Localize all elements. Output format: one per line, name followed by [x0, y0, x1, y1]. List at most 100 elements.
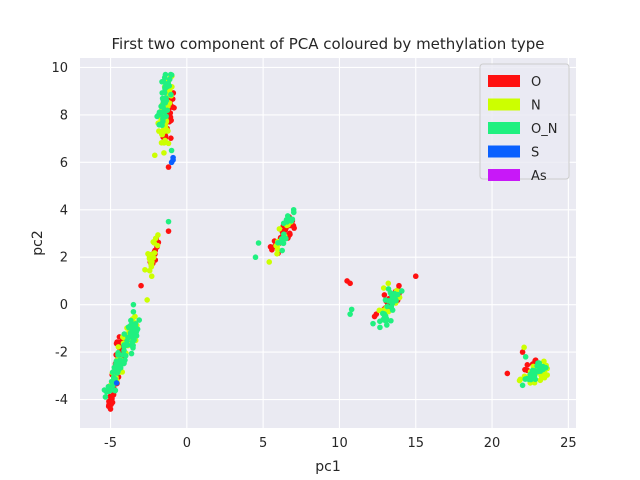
x-axis-label: pc1	[315, 459, 341, 475]
data-point	[377, 318, 383, 325]
data-point	[412, 273, 419, 280]
data-point	[144, 297, 150, 303]
data-point	[290, 206, 297, 213]
data-point	[161, 150, 167, 156]
data-point	[133, 333, 140, 339]
data-point	[156, 128, 162, 134]
y-tick-label: -4	[55, 393, 68, 408]
legend-label-as: As	[531, 169, 547, 184]
y-tick-label: 0	[60, 298, 68, 313]
y-tick-label: 4	[60, 203, 68, 218]
data-point	[504, 370, 511, 377]
data-point	[127, 330, 134, 336]
data-point	[255, 240, 262, 246]
data-point	[115, 344, 122, 350]
data-point	[516, 377, 523, 384]
data-point	[128, 317, 134, 324]
data-point	[164, 127, 170, 133]
y-tick-label: 2	[60, 251, 68, 266]
data-point	[168, 147, 175, 154]
y-tick-label: 10	[51, 61, 68, 76]
data-point	[529, 367, 536, 374]
data-point	[381, 311, 388, 317]
data-point	[538, 372, 544, 379]
data-point	[524, 362, 531, 368]
data-point	[108, 387, 114, 393]
legend-swatch-o	[488, 75, 520, 87]
data-point	[158, 139, 165, 146]
data-point	[536, 368, 542, 374]
data-point	[168, 159, 175, 166]
data-point	[102, 394, 109, 400]
data-point	[385, 280, 392, 287]
data-point	[280, 236, 287, 243]
data-point	[370, 320, 376, 327]
data-point	[396, 282, 402, 289]
data-point	[163, 113, 169, 120]
data-point	[125, 334, 131, 341]
data-point	[136, 317, 143, 323]
data-point	[274, 246, 281, 252]
data-point	[280, 231, 287, 238]
data-point	[124, 342, 131, 348]
legend-swatch-as	[488, 169, 520, 181]
data-point	[165, 228, 172, 234]
data-point	[150, 254, 157, 261]
data-point	[347, 280, 353, 287]
data-point	[279, 247, 286, 254]
data-point	[388, 317, 394, 324]
data-point	[159, 122, 165, 129]
data-point	[167, 71, 174, 78]
data-point	[151, 152, 158, 159]
data-point	[388, 304, 395, 310]
y-tick-label: -2	[55, 346, 68, 361]
data-point	[537, 377, 544, 384]
data-point	[132, 313, 138, 320]
data-point	[381, 292, 388, 298]
legend-label-o_n: O_N	[531, 122, 557, 137]
data-point	[166, 83, 173, 89]
y-tick-labels: -4 -2 0 2 4 6 8 10	[51, 61, 68, 408]
data-point	[159, 90, 166, 96]
series-o_n-points	[101, 71, 549, 400]
data-point	[121, 331, 128, 337]
data-point	[127, 322, 134, 329]
data-point	[142, 266, 148, 273]
data-point	[252, 254, 259, 261]
x-tick-label: 10	[331, 436, 348, 451]
data-point	[266, 259, 273, 265]
x-tick-label: 25	[560, 436, 577, 451]
y-tick-label: 8	[60, 108, 68, 123]
data-point	[521, 344, 527, 351]
series-s-points	[113, 154, 176, 386]
data-point	[132, 320, 139, 327]
y-tick-label: 6	[60, 156, 68, 171]
data-point	[148, 273, 155, 280]
data-point	[536, 360, 543, 366]
data-point	[276, 226, 283, 232]
data-point	[377, 324, 383, 331]
data-point	[168, 135, 174, 141]
data-point	[165, 140, 172, 147]
x-tick-label: 15	[407, 436, 424, 451]
data-point	[110, 391, 117, 398]
chart-title: First two component of PCA coloured by m…	[111, 35, 544, 53]
data-point	[130, 301, 137, 308]
data-point	[148, 263, 155, 270]
data-point	[541, 358, 547, 365]
legend-label-o: O	[531, 75, 541, 90]
data-point	[107, 406, 114, 412]
data-point	[380, 285, 387, 291]
data-point	[371, 313, 378, 320]
data-point	[284, 219, 290, 225]
data-point	[154, 242, 161, 249]
data-point	[522, 354, 529, 360]
data-point	[267, 244, 274, 250]
legend: ON O_N S As	[479, 63, 570, 184]
data-point	[384, 303, 390, 310]
data-point	[526, 376, 532, 383]
data-point	[392, 294, 398, 301]
grid-lines	[80, 58, 576, 428]
data-point	[138, 282, 144, 289]
